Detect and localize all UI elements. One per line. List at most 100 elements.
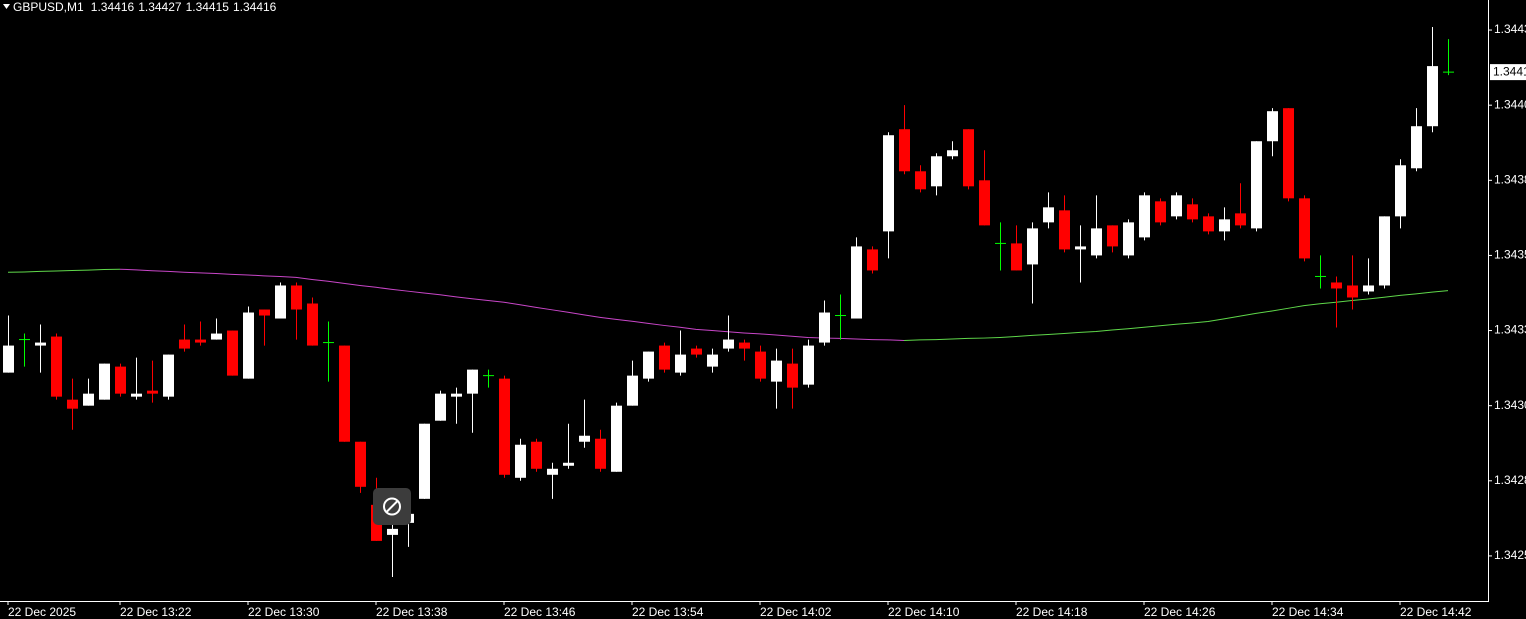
x-tick-label: 22 Dec 14:26 xyxy=(1144,605,1216,619)
x-tick-label: 22 Dec 13:30 xyxy=(248,605,320,619)
candle-body xyxy=(1427,66,1438,127)
candle-body xyxy=(1171,195,1182,217)
candle-body xyxy=(755,351,766,379)
candle-body xyxy=(259,309,270,316)
candle-body xyxy=(435,393,446,421)
header-low: 1.34415 xyxy=(186,0,230,14)
x-tick-label: 22 Dec 13:54 xyxy=(632,605,704,619)
candle-body xyxy=(67,399,78,409)
overlay-button[interactable] xyxy=(373,488,411,525)
candle-body xyxy=(3,345,14,373)
candle-body xyxy=(1251,141,1262,229)
candle-body xyxy=(883,135,894,232)
candle-body xyxy=(643,351,654,379)
moving-average xyxy=(119,268,905,341)
candle-body xyxy=(867,249,878,271)
candle-body xyxy=(1155,201,1166,223)
candle-body xyxy=(803,345,814,385)
header-open: 1.34416 xyxy=(91,0,135,14)
candle-body xyxy=(307,303,318,346)
candle-body xyxy=(595,438,606,469)
x-tick-label: 22 Dec 14:10 xyxy=(888,605,960,619)
candle-body xyxy=(1139,195,1150,238)
x-tick-label: 22 Dec 14:18 xyxy=(1016,605,1088,619)
price-marker-label: 1.34416 xyxy=(1493,64,1526,78)
candle-body xyxy=(1235,213,1246,226)
symbol: GBPUSD,M1 xyxy=(13,0,84,14)
y-tick-label: 1.34255 xyxy=(1494,548,1526,562)
block-icon xyxy=(383,497,401,516)
candle-body xyxy=(1363,285,1374,292)
candle-body xyxy=(1379,216,1390,286)
candle-body xyxy=(51,336,62,397)
candle-body xyxy=(547,468,558,475)
candle-body xyxy=(115,366,126,394)
x-tick-label: 22 Dec 14:02 xyxy=(760,605,832,619)
candle-body xyxy=(131,393,142,397)
candle-body xyxy=(1107,225,1118,247)
x-tick-label: 22 Dec 2025 xyxy=(8,605,76,619)
candle-body xyxy=(243,312,254,379)
x-tick-label: 22 Dec 13:22 xyxy=(120,605,192,619)
candle-body xyxy=(675,354,686,373)
candle-body xyxy=(1299,198,1310,259)
x-tick-label: 22 Dec 14:42 xyxy=(1400,605,1472,619)
candle-body xyxy=(179,339,190,349)
menu-arrow[interactable] xyxy=(3,4,10,9)
candle-body xyxy=(915,171,926,190)
candle-body xyxy=(387,528,398,535)
candle-body xyxy=(1059,210,1070,250)
marks: 1.34430 1.34405 1.34380 1.34355 1.34330 1.343… xyxy=(3,22,1526,619)
y-tick-label: 1.34430 xyxy=(1494,22,1526,36)
candle-body xyxy=(195,339,206,343)
candle-body xyxy=(531,441,542,469)
candle-body xyxy=(227,330,238,376)
candle-body xyxy=(99,363,110,400)
candle-body xyxy=(659,345,670,370)
candle-body xyxy=(339,345,350,442)
candle-body xyxy=(1187,204,1198,220)
header-high: 1.34427 xyxy=(138,0,182,14)
candle-body xyxy=(771,360,782,382)
candle-body xyxy=(419,423,430,499)
candle-body xyxy=(467,369,478,394)
candle-body xyxy=(611,405,622,472)
candle-body xyxy=(931,156,942,187)
candle-body xyxy=(723,339,734,349)
candle-body xyxy=(1395,165,1406,217)
candle-body xyxy=(1267,111,1278,142)
candle-body xyxy=(947,150,958,157)
candle-body xyxy=(515,444,526,478)
candle-body xyxy=(691,348,702,355)
candle-body xyxy=(1075,246,1086,250)
candle-body xyxy=(979,180,990,226)
candle-body xyxy=(1043,207,1054,223)
header-close: 1.34416 xyxy=(233,0,277,14)
candle-body xyxy=(147,390,158,394)
y-tick-label: 1.34405 xyxy=(1494,97,1526,111)
x-tick-label: 22 Dec 14:34 xyxy=(1272,605,1344,619)
candle-body xyxy=(1331,282,1342,289)
candle-body xyxy=(355,441,366,487)
candle-body xyxy=(451,393,462,397)
candle-body xyxy=(35,342,46,346)
x-tick-label: 22 Dec 13:46 xyxy=(504,605,576,619)
chart-header: GBPUSD,M1 1.34416 1.34427 1.34415 1.34416 xyxy=(13,0,277,14)
candle-body xyxy=(627,375,638,406)
candle-body xyxy=(83,393,94,406)
candle-body xyxy=(1011,243,1022,271)
price-marker-bg xyxy=(1490,64,1526,81)
candle-body xyxy=(851,246,862,319)
candle-body xyxy=(899,129,910,172)
candle-body xyxy=(819,312,830,343)
moving-average xyxy=(7,268,121,273)
x-tick-label: 22 Dec 13:38 xyxy=(376,605,448,619)
candle-body xyxy=(579,435,590,442)
candle-body xyxy=(499,378,510,475)
candle-body xyxy=(1219,219,1230,232)
candle-body xyxy=(707,354,718,367)
y-tick-label: 1.34355 xyxy=(1494,248,1526,262)
candle-body xyxy=(211,333,222,340)
block-icon-slash xyxy=(385,500,399,513)
